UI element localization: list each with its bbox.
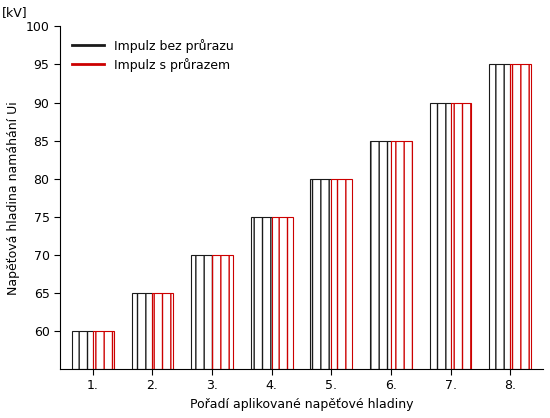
Bar xyxy=(450,102,471,369)
Bar xyxy=(152,293,173,369)
Bar xyxy=(72,331,93,369)
Bar xyxy=(212,255,233,369)
Bar xyxy=(331,178,352,369)
Bar xyxy=(93,331,114,369)
Bar xyxy=(251,217,272,369)
Text: [kV]: [kV] xyxy=(2,7,28,20)
Bar xyxy=(490,64,510,369)
Bar xyxy=(131,293,152,369)
Bar xyxy=(370,140,391,369)
X-axis label: Pořadí aplikované napěťové hladiny: Pořadí aplikované napěťové hladiny xyxy=(190,398,413,411)
Bar xyxy=(391,140,412,369)
Y-axis label: Napěťová hladina namáhání Ui: Napěťová hladina namáhání Ui xyxy=(7,101,20,295)
Bar xyxy=(272,217,293,369)
Bar xyxy=(310,178,331,369)
Bar xyxy=(430,102,450,369)
Bar xyxy=(191,255,212,369)
Legend: Impulz bez průrazu, Impulz s průrazem: Impulz bez průrazu, Impulz s průrazem xyxy=(66,33,240,78)
Bar xyxy=(510,64,531,369)
